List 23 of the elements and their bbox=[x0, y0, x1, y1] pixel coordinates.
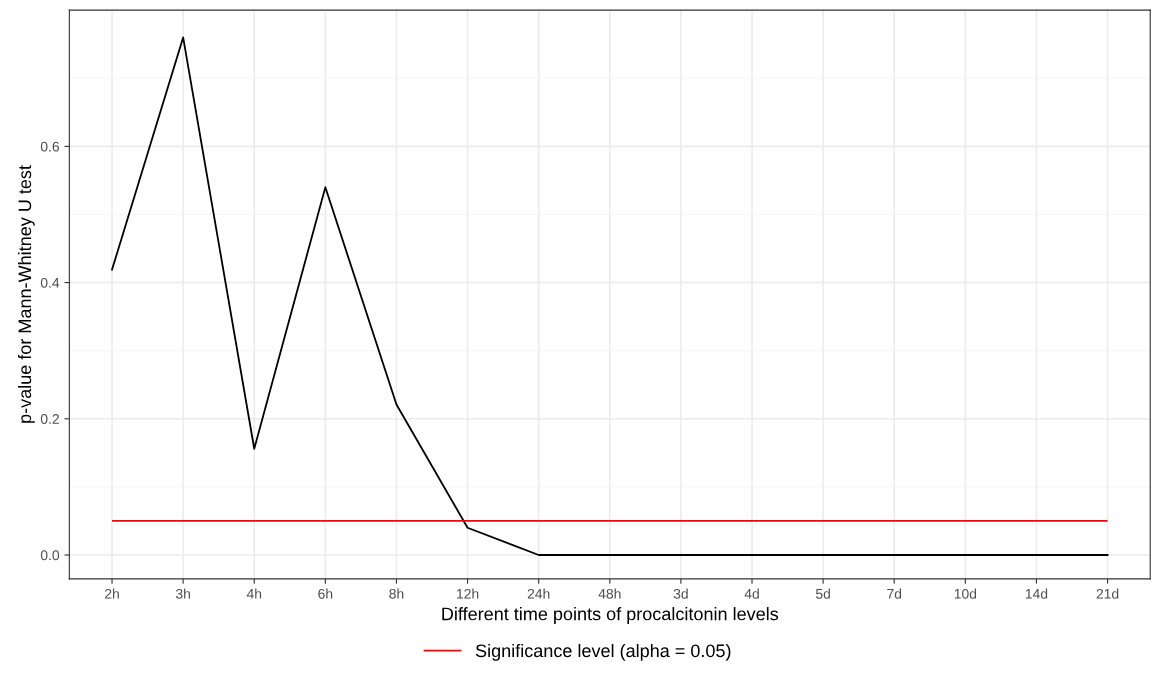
x-tick-label: 2h bbox=[105, 588, 119, 599]
x-tick-label: 3h bbox=[175, 588, 190, 599]
x-tick-label: 7d bbox=[887, 588, 902, 599]
x-tick-label: 3d bbox=[673, 588, 688, 599]
x-tick-label: 14d bbox=[1025, 588, 1048, 599]
x-tick-label: 4h bbox=[246, 588, 262, 599]
x-tick-label: 21d bbox=[1096, 588, 1119, 599]
y-tick-label: 0.6 bbox=[40, 141, 60, 152]
x-tick-label: 10d bbox=[954, 588, 977, 599]
x-tick-label: 5d bbox=[815, 588, 830, 599]
y-tick-label: 0.4 bbox=[40, 277, 60, 288]
x-tick-label: 48h bbox=[598, 588, 621, 599]
legend-label: Significance level (alpha = 0.05) bbox=[475, 643, 731, 661]
x-axis-title: Different time points of procalcitonin levels bbox=[442, 607, 779, 624]
x-tick-label: 6h bbox=[318, 588, 333, 599]
x-tick-label: 24h bbox=[527, 588, 550, 599]
line-series bbox=[111, 36, 1109, 556]
y-tick-label: 0.2 bbox=[40, 414, 59, 424]
x-tick-label: 8h bbox=[389, 588, 404, 599]
x-tick-label: 4d bbox=[744, 588, 759, 599]
y-axis-title: p-value for Mann-Whitney U test bbox=[17, 165, 35, 423]
x-tick-label: 12h bbox=[457, 588, 479, 599]
y-tick-label: 0.0 bbox=[40, 550, 60, 561]
